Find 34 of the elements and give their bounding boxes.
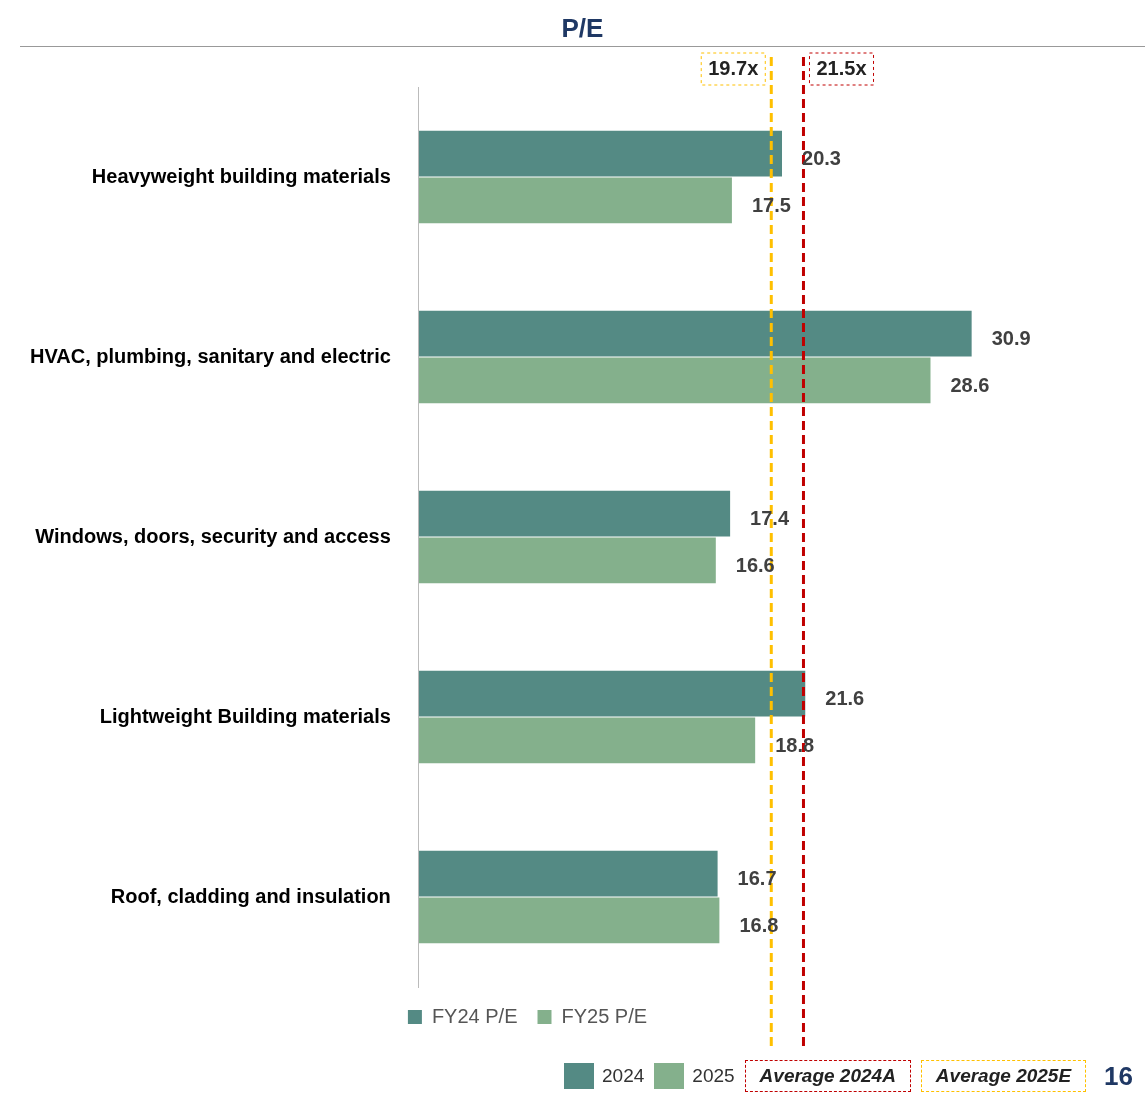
bar — [418, 490, 731, 537]
data-label: 30.9 — [991, 327, 1031, 350]
bar — [418, 670, 806, 717]
text: 2024 — [602, 1065, 645, 1087]
data-label: 16.6 — [735, 553, 775, 576]
bar — [418, 717, 756, 764]
text: 16 — [1104, 1060, 1133, 1092]
data-label: 17.4 — [750, 507, 790, 530]
data-label: 18.8 — [775, 733, 815, 756]
bar — [418, 897, 720, 944]
data-label: 17.5 — [751, 193, 791, 216]
data-label: 21.6 — [825, 687, 865, 710]
y-tick-label: Lightweight Building materials — [99, 704, 391, 727]
ref-line-label: 19.7x — [708, 56, 759, 79]
text: Average 2025E — [920, 1060, 1087, 1092]
data-label: 28.6 — [950, 373, 990, 396]
data-label: 16.8 — [739, 913, 779, 936]
legend-label: FY24 P/E — [431, 1004, 518, 1027]
y-tick-label: Roof, cladding and insulation — [110, 884, 391, 907]
text: Average 2024A — [744, 1060, 911, 1092]
legend-label: FY25 P/E — [561, 1004, 648, 1027]
bar — [418, 850, 718, 897]
bar — [418, 357, 931, 404]
bar — [418, 130, 783, 177]
text: 2025 — [692, 1065, 735, 1087]
y-tick-label: Heavyweight building materials — [91, 164, 391, 187]
data-label: 16.7 — [737, 867, 777, 890]
y-tick-label: HVAC, plumbing, sanitary and electric — [29, 344, 391, 367]
bar — [418, 177, 732, 224]
ref-line-label: 21.5x — [816, 56, 867, 79]
chart-title: P/E — [20, 0, 1145, 47]
bar — [418, 310, 972, 357]
y-tick-label: Windows, doors, security and access — [35, 524, 391, 547]
bar — [418, 537, 716, 584]
